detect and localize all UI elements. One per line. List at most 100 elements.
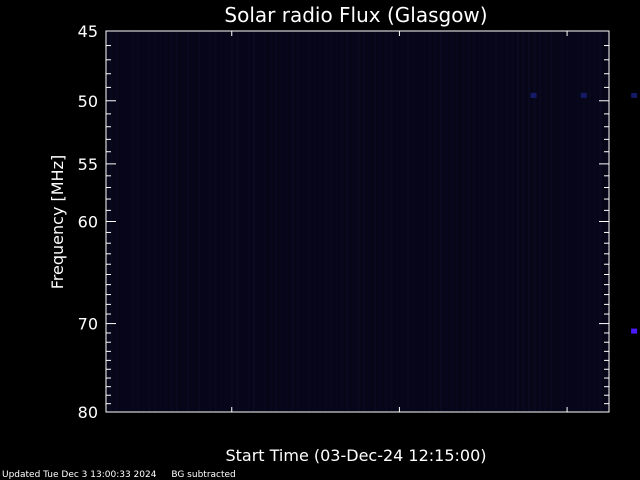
bg-stripe — [412, 31, 415, 412]
bg-stripe — [517, 31, 519, 412]
bg-stripe — [253, 31, 255, 412]
bg-stripe — [225, 31, 228, 412]
bg-stripe — [176, 31, 178, 412]
bg-stripe — [148, 31, 151, 412]
bg-stripe — [445, 31, 448, 412]
bg-stripe — [126, 31, 129, 412]
y-tick-label: 50 — [78, 92, 98, 111]
bg-stripe — [324, 31, 327, 412]
bg-stripe — [495, 31, 497, 412]
bg-stripe — [352, 31, 354, 412]
bg-stripe — [385, 31, 387, 412]
y-tick-label: 70 — [78, 315, 98, 334]
bg-stripe — [363, 31, 365, 412]
plot-area — [106, 31, 609, 412]
bg-stripe — [390, 31, 393, 412]
footer: Updated Tue Dec 3 13:00:33 2024 BG subtr… — [2, 470, 248, 480]
bg-stripe — [335, 31, 338, 412]
bg-stripe — [451, 31, 453, 412]
y-tick-label: 45 — [78, 22, 98, 41]
bg-stripe — [203, 31, 206, 412]
bg-stripe — [181, 31, 184, 412]
background-texture — [110, 31, 607, 412]
emission-dot — [580, 92, 587, 98]
bg-stripe — [489, 31, 492, 412]
bg-stripe — [522, 31, 525, 412]
bg-stripe — [187, 31, 189, 412]
bg-stripe — [319, 31, 321, 412]
bg-stripe — [401, 31, 404, 412]
bg-stripe — [583, 31, 585, 412]
emission-features — [530, 92, 638, 334]
bg-stripe — [220, 31, 222, 412]
bg-stripe — [231, 31, 233, 412]
bg-stripe — [379, 31, 382, 412]
bg-stripe — [121, 31, 123, 412]
bg-stripe — [594, 31, 596, 412]
bg-stripe — [269, 31, 272, 412]
bg-stripe — [550, 31, 552, 412]
bg-stripe — [264, 31, 266, 412]
bg-stripe — [137, 31, 140, 412]
bg-stripe — [368, 31, 371, 412]
bg-stripe — [539, 31, 541, 412]
bg-stripe — [286, 31, 288, 412]
bg-stripe — [544, 31, 547, 412]
bg-stripe — [456, 31, 459, 412]
chart-title: Solar radio Flux (Glasgow) — [224, 3, 487, 27]
bg-stripe — [165, 31, 167, 412]
bg-stripe — [423, 31, 426, 412]
bg-stripe — [588, 31, 591, 412]
bg-stripe — [346, 31, 349, 412]
bg-stripe — [247, 31, 250, 412]
bg-note: BG subtracted — [171, 470, 236, 480]
bg-stripe — [407, 31, 409, 412]
bg-stripe — [236, 31, 239, 412]
bg-stripe — [528, 31, 530, 412]
bg-stripe — [462, 31, 464, 412]
updated-timestamp: Updated Tue Dec 3 13:00:33 2024 — [2, 470, 157, 480]
bg-stripe — [143, 31, 145, 412]
emission-dot — [530, 92, 537, 98]
bg-stripe — [214, 31, 217, 412]
bg-stripe — [242, 31, 244, 412]
bg-stripe — [506, 31, 508, 412]
x-axis-label: Start Time (03-Dec-24 12:15:00) — [225, 446, 486, 465]
bg-stripe — [555, 31, 558, 412]
emission-dot — [631, 328, 638, 334]
y-axis-ticks: 45 50 55 60 70 80 — [78, 22, 609, 422]
bg-stripe — [440, 31, 442, 412]
bg-stripe — [572, 31, 574, 412]
y-tick-label: 55 — [78, 155, 98, 174]
bg-stripe — [357, 31, 360, 412]
bg-stripe — [302, 31, 305, 412]
bg-stripe — [198, 31, 200, 412]
bg-stripe — [374, 31, 376, 412]
bg-stripe — [330, 31, 332, 412]
bg-stripe — [154, 31, 156, 412]
bg-stripe — [577, 31, 580, 412]
bg-stripe — [159, 31, 162, 412]
bg-stripe — [484, 31, 486, 412]
bg-stripe — [308, 31, 310, 412]
bg-stripe — [297, 31, 299, 412]
bg-stripe — [511, 31, 514, 412]
bg-stripe — [280, 31, 283, 412]
bg-stripe — [313, 31, 316, 412]
bg-stripe — [115, 31, 118, 412]
bg-stripe — [275, 31, 277, 412]
bg-stripe — [566, 31, 569, 412]
bg-stripe — [192, 31, 195, 412]
bg-stripe — [170, 31, 173, 412]
bg-stripe — [467, 31, 470, 412]
bg-stripe — [258, 31, 261, 412]
bg-stripe — [209, 31, 211, 412]
bg-stripe — [473, 31, 475, 412]
bg-stripe — [341, 31, 343, 412]
bg-stripe — [478, 31, 481, 412]
bg-stripe — [533, 31, 536, 412]
bg-stripe — [132, 31, 134, 412]
y-tick-label: 60 — [78, 213, 98, 232]
